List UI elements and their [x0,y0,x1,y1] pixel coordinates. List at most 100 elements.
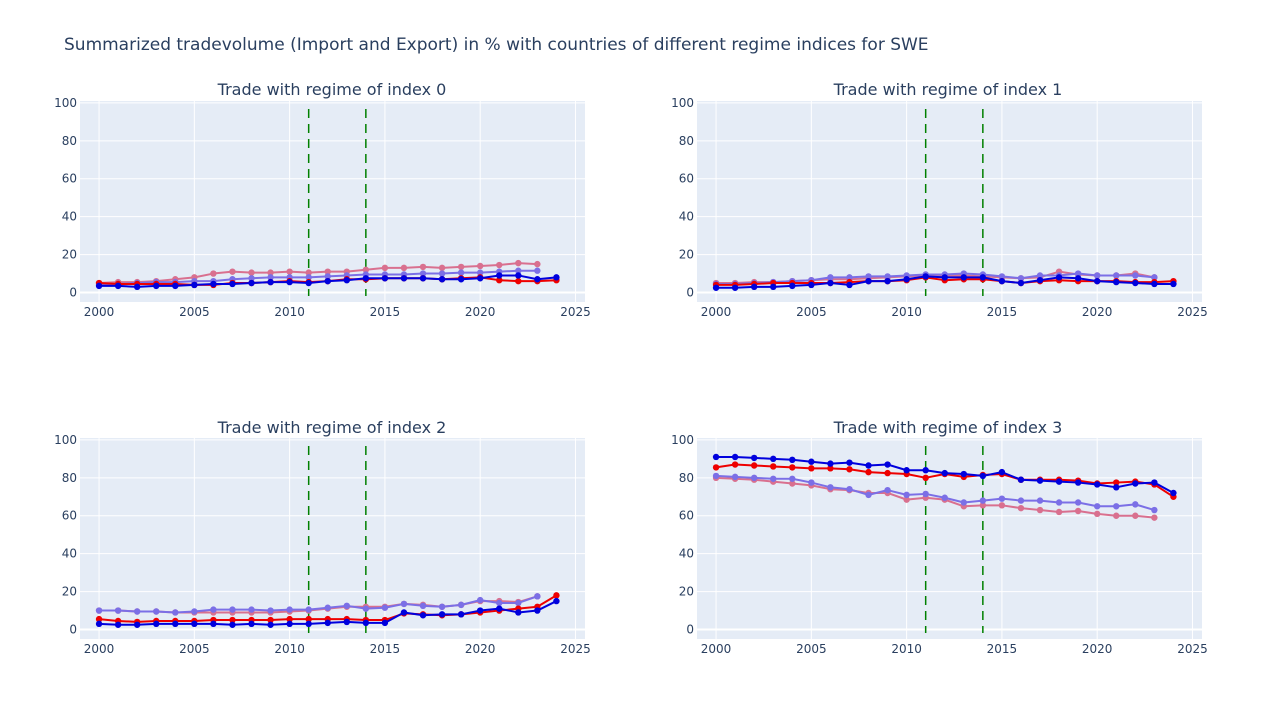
y-tick-label: 100 [54,96,77,110]
data-point [400,600,408,608]
data-point [362,605,370,612]
data-point [941,469,948,477]
data-point [770,463,777,470]
data-point [153,620,160,628]
data-point [191,608,198,615]
plot-area [697,438,1202,639]
data-point [998,502,1006,509]
data-point [998,468,1006,476]
y-tick-label: 80 [679,471,694,485]
data-point [1036,497,1044,504]
data-point [750,283,758,291]
data-point [1074,275,1082,282]
data-point [305,269,312,276]
data-point [457,263,465,271]
figure-title: Summarized tradevolume (Import and Expor… [64,35,929,55]
data-point [1132,501,1139,508]
data-point [712,472,720,480]
data-point [438,270,446,277]
data-point [534,267,541,274]
data-point [998,277,1006,285]
data-point [884,486,891,494]
data-point [114,282,122,290]
data-point [1151,514,1158,521]
data-point [476,269,484,276]
data-point [267,607,274,614]
data-point [903,467,910,474]
data-point [496,272,503,279]
data-point [789,480,796,487]
data-point [1055,478,1063,485]
subplot-title: Trade with regime of index 3 [833,418,1063,437]
x-tick-label: 2005 [179,305,210,319]
y-tick-label: 20 [679,585,694,599]
subplot-2: 0 20 40 60 80 100 2000 2005 2010 2015 2020 2025 Trad… [54,418,591,656]
data-point [998,273,1006,280]
data-point [1036,276,1044,284]
data-point [229,606,236,613]
data-point [1132,512,1139,519]
data-point [922,467,929,474]
data-point [1074,507,1082,515]
series-1 [95,593,541,616]
data-point [438,603,446,610]
data-point [305,279,312,287]
data-point [553,274,560,281]
x-tick-label: 2010 [274,642,305,656]
data-point [324,273,331,280]
y-tick-label: 60 [679,172,694,186]
data-point [1170,280,1177,288]
data-point [827,274,834,281]
data-point [884,277,891,285]
data-point [324,268,331,275]
data-point [172,282,179,290]
y-tick-label: 0 [69,623,77,637]
data-point [846,466,853,473]
data-point [1017,279,1025,287]
x-tick-label: 2025 [1177,305,1208,319]
data-point [191,620,198,628]
data-point [515,599,522,607]
data-point [229,616,236,624]
data-point [248,269,255,276]
data-point [534,260,541,268]
y-tick-label: 60 [62,172,77,186]
data-point [846,281,853,289]
data-point [1036,477,1044,484]
data-point [267,269,274,276]
data-point [267,278,274,286]
data-point [846,274,853,281]
data-point [476,596,484,604]
data-point [1113,484,1120,491]
data-point [248,620,255,628]
data-point [1113,278,1120,286]
data-point [133,621,141,628]
data-point [960,470,967,478]
data-point [1055,274,1063,281]
x-tick-label: 2000 [701,305,732,319]
data-point [362,275,370,282]
data-point [419,263,427,271]
data-point [133,283,141,291]
x-tick-label: 2010 [891,642,922,656]
data-point [960,499,967,506]
data-point [712,284,720,291]
y-tick-label: 0 [686,623,694,637]
subplot-0: 0 20 40 60 80 100 2000 2005 2010 2015 2020 2025 Trad… [54,80,591,319]
data-point [229,621,236,628]
subplot-title: Trade with regime of index 0 [217,80,447,99]
data-point [419,270,427,277]
data-point [286,278,293,286]
data-point [731,473,739,481]
subplot-title: Trade with regime of index 1 [833,80,1063,99]
data-point [267,274,274,281]
series-3 [95,597,560,628]
y-tick-label: 60 [62,509,77,523]
y-tick-label: 100 [671,433,694,447]
data-point [381,264,389,272]
data-point [305,606,312,613]
data-point [808,458,815,465]
data-point [827,460,834,467]
x-tick-label: 2020 [1082,642,1113,656]
subplot-title: Trade with regime of index 2 [217,418,447,437]
